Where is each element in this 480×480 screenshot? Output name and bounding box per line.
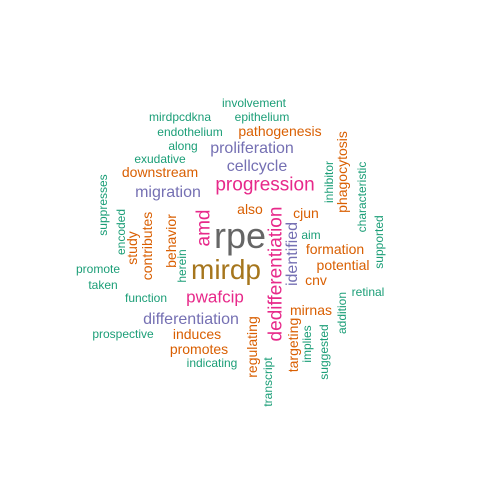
word-differentiation: differentiation xyxy=(143,311,239,328)
word-herein: herein xyxy=(175,249,189,283)
word-amd: amd xyxy=(193,209,215,247)
word-cnv: cnv xyxy=(305,272,327,288)
word-transcript: transcript xyxy=(261,357,275,407)
word-supported: supported xyxy=(372,215,386,269)
word-inhibitor: inhibitor xyxy=(322,160,336,204)
word-addition: addition xyxy=(335,291,349,335)
word-mirdp: mirdp xyxy=(190,254,262,285)
word-taken: taken xyxy=(88,278,118,292)
word-mirnas: mirnas xyxy=(289,302,333,318)
word-potential: potential xyxy=(316,257,370,273)
word-identified: identified xyxy=(284,221,301,287)
word-proliferation: proliferation xyxy=(210,140,294,157)
word-exudative: exudative xyxy=(134,152,186,166)
word-phagocytosis: phagocytosis xyxy=(334,131,350,213)
word-promotes: promotes xyxy=(169,341,229,357)
word-mirdpcdkna: mirdpcdkna xyxy=(148,110,212,124)
word-promote: promote xyxy=(75,262,121,276)
word-suppresses: suppresses xyxy=(96,174,110,236)
word-targeting: targeting xyxy=(285,317,301,373)
word-dedifferentiation: dedifferentiation xyxy=(265,206,287,342)
word-contributes: contributes xyxy=(139,211,155,281)
word-pwafcip: pwafcip xyxy=(186,287,244,307)
word-progression: progression xyxy=(215,174,315,196)
word-formation: formation xyxy=(305,241,365,257)
word-along: along xyxy=(168,139,198,153)
word-implies: implies xyxy=(300,325,314,363)
word-downstream: downstream xyxy=(121,164,199,180)
word-regulating: regulating xyxy=(244,316,260,378)
word-prospective: prospective xyxy=(92,327,154,341)
word-retinal: retinal xyxy=(351,285,385,299)
word-characteristic: characteristic xyxy=(355,161,369,233)
word-migration: migration xyxy=(135,184,201,201)
word-cjun: cjun xyxy=(293,205,319,221)
word-induces: induces xyxy=(172,326,222,342)
word-endothelium: endothelium xyxy=(157,125,223,139)
word-function: function xyxy=(124,291,168,305)
word-cellcycle: cellcycle xyxy=(226,158,288,175)
word-pathogenesis: pathogenesis xyxy=(238,123,322,139)
word-also: also xyxy=(237,201,263,217)
word-indicating: indicating xyxy=(186,356,238,370)
word-aim: aim xyxy=(301,228,321,242)
word-epithelium: epithelium xyxy=(234,110,290,124)
word-encoded: encoded xyxy=(114,208,128,256)
word-involvement: involvement xyxy=(221,96,287,110)
word-suggested: suggested xyxy=(317,324,331,380)
word-rpe: rpe xyxy=(213,215,267,256)
